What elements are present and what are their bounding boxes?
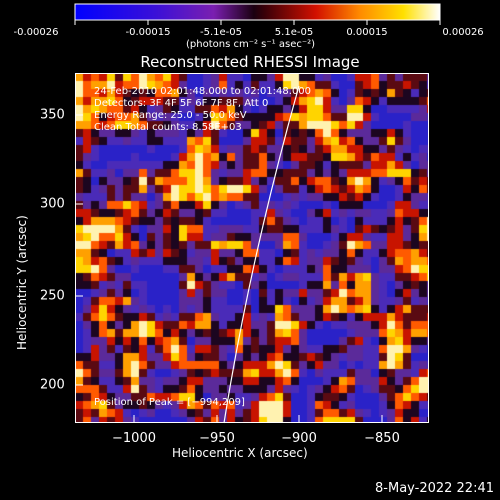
y-axis-label: Heliocentric Y (arcsec) [15, 215, 29, 350]
colorbar-units: (photons cm⁻² s⁻¹ asec⁻²) [186, 39, 316, 50]
x-axis-label: Heliocentric X (arcsec) [172, 446, 308, 460]
y-tick-label: 250 [40, 288, 65, 304]
plot-title: Reconstructed RHESSI Image [140, 53, 360, 71]
colorbar-tick: -0.00026 [13, 27, 59, 38]
colorbar-tick: -0.00015 [125, 27, 171, 38]
x-tick-label: −1000 [112, 431, 156, 446]
colorbar-tick: 0.00026 [442, 27, 484, 38]
y-tick-label: 300 [40, 196, 65, 212]
info-line-counts: Clean Total counts: 8.58E+03 [94, 122, 242, 133]
peak-position: Position of Peak = [−994,209] [94, 397, 245, 408]
colorbar-tick: 5.1e-05 [274, 27, 314, 38]
info-line-time: 24-Feb-2010 02:01:48.000 to 02:01:48.000 [94, 86, 312, 97]
timestamp: 8-May-2022 22:41 [375, 481, 494, 496]
colorbar [74, 3, 441, 25]
colorbar-tick: -5.1e-05 [200, 27, 242, 38]
x-tick-label: −950 [199, 431, 235, 446]
colorbar-tick: 0.00015 [346, 27, 388, 38]
y-tick-label: 350 [40, 107, 65, 123]
x-tick-label: −850 [364, 431, 400, 446]
info-line-energy: Energy Range: 25.0 - 50.0 keV [94, 110, 247, 121]
x-tick-label: −900 [281, 431, 317, 446]
info-line-detectors: Detectors: 3F 4F 5F 6F 7F 8F, Att 0 [94, 98, 269, 109]
y-tick-label: 200 [40, 377, 65, 393]
